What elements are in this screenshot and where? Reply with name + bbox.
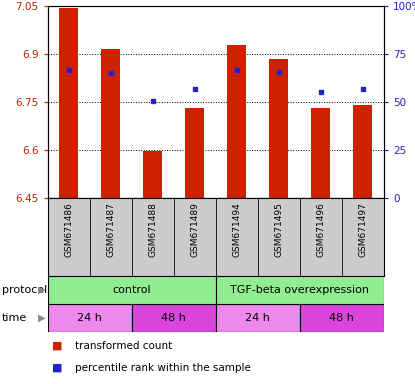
Text: 48 h: 48 h: [161, 313, 186, 323]
Bar: [311, 108, 330, 198]
Bar: [300, 304, 384, 332]
Text: control: control: [112, 285, 151, 295]
Text: time: time: [2, 313, 27, 323]
Text: TGF-beta overexpression: TGF-beta overexpression: [230, 285, 369, 295]
Text: ■: ■: [52, 363, 62, 373]
Bar: [227, 45, 246, 198]
Text: GSM671486: GSM671486: [64, 202, 73, 257]
Text: 24 h: 24 h: [245, 313, 270, 323]
Text: ▶: ▶: [38, 285, 45, 295]
Bar: [186, 108, 204, 198]
Text: GSM671494: GSM671494: [232, 202, 241, 257]
Text: GSM671488: GSM671488: [148, 202, 157, 257]
Text: transformed count: transformed count: [75, 341, 172, 351]
Text: GSM671495: GSM671495: [274, 202, 283, 257]
Bar: [132, 304, 216, 332]
Text: GSM671489: GSM671489: [190, 202, 199, 257]
Text: protocol: protocol: [2, 285, 47, 295]
Bar: [48, 276, 216, 304]
Text: 48 h: 48 h: [330, 313, 354, 323]
Bar: [216, 304, 300, 332]
Text: GSM671487: GSM671487: [106, 202, 115, 257]
Text: GSM671497: GSM671497: [359, 202, 367, 257]
Bar: [143, 151, 162, 198]
Bar: [59, 8, 78, 198]
Bar: [48, 304, 132, 332]
Text: percentile rank within the sample: percentile rank within the sample: [75, 363, 251, 373]
Text: ■: ■: [52, 341, 62, 351]
Bar: [354, 105, 372, 198]
Bar: [101, 49, 120, 198]
Bar: [216, 276, 384, 304]
Text: 24 h: 24 h: [77, 313, 102, 323]
Text: ▶: ▶: [38, 313, 45, 323]
Bar: [269, 59, 288, 198]
Text: GSM671496: GSM671496: [316, 202, 325, 257]
